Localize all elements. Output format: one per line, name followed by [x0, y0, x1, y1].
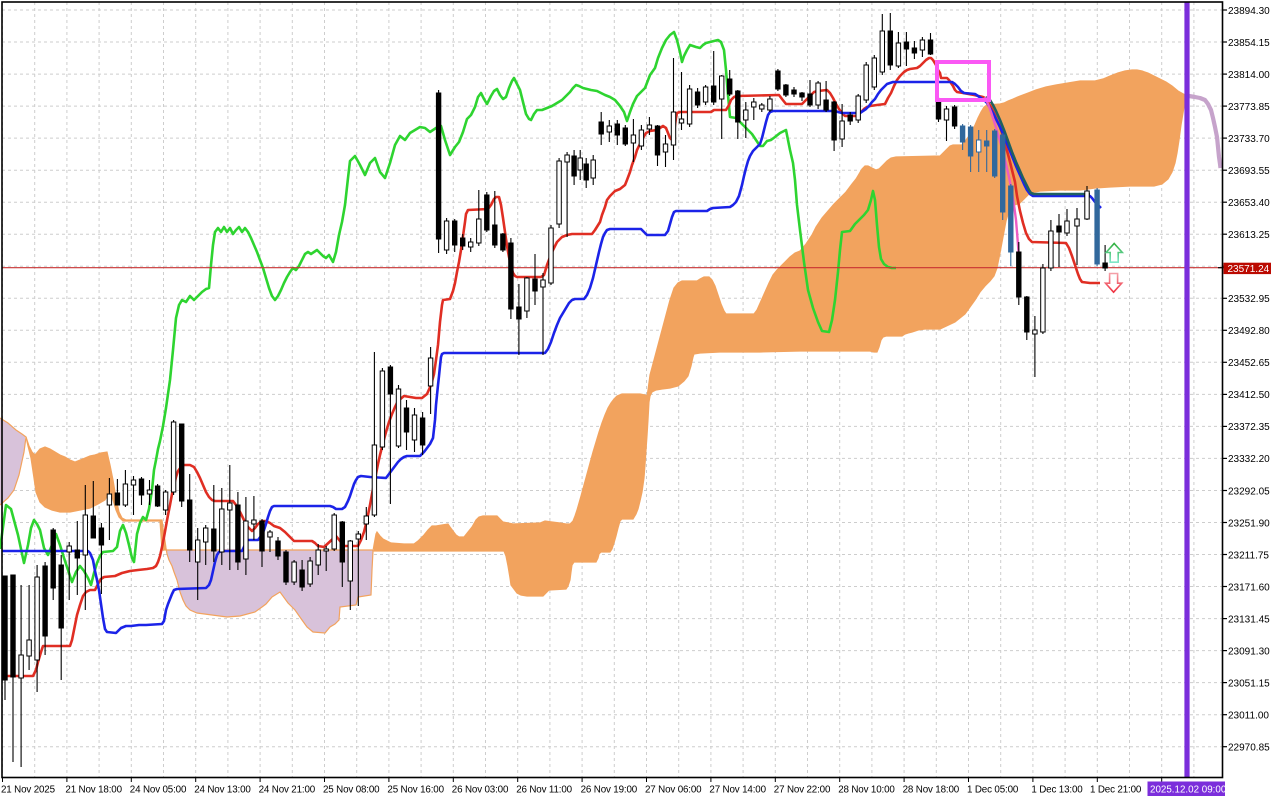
svg-text:23773.85: 23773.85 — [1228, 102, 1270, 113]
svg-text:24 Nov 21:00: 24 Nov 21:00 — [259, 785, 316, 796]
svg-text:23211.75: 23211.75 — [1228, 550, 1269, 561]
svg-text:25 Nov 16:00: 25 Nov 16:00 — [387, 785, 444, 796]
svg-text:23251.90: 23251.90 — [1228, 518, 1270, 529]
svg-text:1 Dec 21:00: 1 Dec 21:00 — [1090, 785, 1142, 796]
svg-text:23452.65: 23452.65 — [1228, 358, 1270, 369]
svg-text:23372.35: 23372.35 — [1228, 422, 1270, 433]
svg-text:23532.95: 23532.95 — [1228, 294, 1270, 305]
svg-text:24 Nov 13:00: 24 Nov 13:00 — [194, 785, 251, 796]
svg-text:23854.15: 23854.15 — [1228, 38, 1270, 49]
svg-text:26 Nov 03:00: 26 Nov 03:00 — [452, 785, 509, 796]
svg-text:22970.85: 22970.85 — [1228, 743, 1270, 754]
svg-text:23051.15: 23051.15 — [1228, 678, 1270, 689]
svg-text:28 Nov 18:00: 28 Nov 18:00 — [903, 785, 960, 796]
svg-text:27 Nov 14:00: 27 Nov 14:00 — [709, 785, 766, 796]
svg-text:23492.80: 23492.80 — [1228, 326, 1270, 337]
svg-text:21 Nov 18:00: 21 Nov 18:00 — [65, 785, 122, 796]
svg-text:23091.30: 23091.30 — [1228, 646, 1270, 657]
svg-text:23332.20: 23332.20 — [1228, 454, 1270, 465]
svg-text:26 Nov 11:00: 26 Nov 11:00 — [516, 785, 572, 796]
svg-text:23011.00: 23011.00 — [1228, 711, 1269, 722]
svg-text:25 Nov 08:00: 25 Nov 08:00 — [323, 785, 380, 796]
svg-text:27 Nov 22:00: 27 Nov 22:00 — [774, 785, 831, 796]
svg-text:23693.55: 23693.55 — [1228, 166, 1270, 177]
svg-text:27 Nov 06:00: 27 Nov 06:00 — [645, 785, 702, 796]
svg-text:2025.12.02 09:00: 2025.12.02 09:00 — [1150, 785, 1227, 796]
svg-text:23613.25: 23613.25 — [1228, 230, 1270, 241]
svg-text:23571.24: 23571.24 — [1228, 264, 1270, 275]
svg-text:1 Dec 05:00: 1 Dec 05:00 — [967, 785, 1019, 796]
svg-text:21 Nov 2025: 21 Nov 2025 — [1, 785, 56, 796]
svg-text:24 Nov 05:00: 24 Nov 05:00 — [130, 785, 187, 796]
svg-text:23733.70: 23733.70 — [1228, 134, 1270, 145]
svg-text:23131.45: 23131.45 — [1228, 614, 1270, 625]
svg-text:23814.00: 23814.00 — [1228, 70, 1270, 81]
svg-text:28 Nov 10:00: 28 Nov 10:00 — [838, 785, 895, 796]
svg-text:23894.30: 23894.30 — [1228, 6, 1270, 17]
svg-text:26 Nov 19:00: 26 Nov 19:00 — [581, 785, 638, 796]
svg-text:23171.60: 23171.60 — [1228, 582, 1270, 593]
svg-text:23292.05: 23292.05 — [1228, 486, 1270, 497]
svg-text:23653.40: 23653.40 — [1228, 198, 1270, 209]
svg-text:1 Dec 13:00: 1 Dec 13:00 — [1031, 785, 1083, 796]
svg-text:23412.50: 23412.50 — [1228, 390, 1270, 401]
